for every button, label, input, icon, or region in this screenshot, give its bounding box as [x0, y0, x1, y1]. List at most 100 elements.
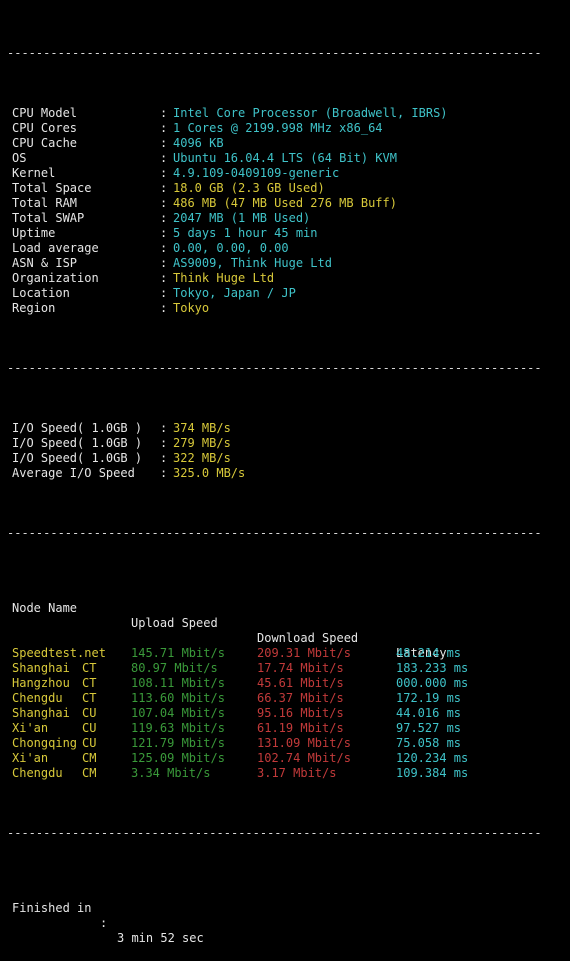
info-label: Total SWAP [12, 211, 85, 225]
io-colon: : [160, 466, 168, 480]
system-info-row: Total Space:18.0 GB (2.3 GB Used) [0, 181, 570, 196]
speedtest-row: Chengdu CT 113.60 Mbit/s 66.37 Mbit/s 172.19… [0, 691, 570, 706]
speedtest-row: Xi'an CM 125.09 Mbit/s 102.74 Mbit/s 120.234… [0, 751, 570, 766]
info-label: Total Space [12, 181, 92, 195]
io-label: I/O Speed( 1.0GB ) [12, 436, 143, 450]
system-info-row: Kernel:4.9.109-0409109-generic [0, 166, 570, 181]
info-colon: : [160, 211, 168, 225]
io-speed-row: I/O Speed( 1.0GB ):279 MB/s [0, 436, 570, 451]
upload-speed: 125.09 Mbit/s [131, 751, 225, 765]
info-value: 4096 KB [173, 136, 224, 150]
node-isp: CU [82, 721, 97, 735]
download-speed: 102.74 Mbit/s [257, 751, 351, 765]
finished-colon: : [100, 916, 108, 930]
io-speed-section: I/O Speed( 1.0GB ):374 MB/s I/O Speed( 1.… [0, 421, 570, 481]
download-speed: 17.74 Mbit/s [257, 661, 344, 675]
speedtest-row: Hangzhou CT 108.11 Mbit/s 45.61 Mbit/s 000.0… [0, 676, 570, 691]
speedtest-row: Shanghai CT 80.97 Mbit/s 17.74 Mbit/s 183.23… [0, 661, 570, 676]
io-value: 279 MB/s [173, 436, 231, 450]
node-name: Hangzhou [12, 676, 70, 690]
download-speed: 3.17 Mbit/s [257, 766, 337, 780]
info-colon: : [160, 226, 168, 240]
info-label: Uptime [12, 226, 56, 240]
io-value: 322 MB/s [173, 451, 231, 465]
speedtest-header-row: Node Name Upload Speed Download Speed La… [0, 586, 570, 660]
info-colon: : [160, 271, 168, 285]
node-isp: CU [82, 736, 97, 750]
speedtest-table: Speedtest.net 145.71 Mbit/s 209.31 Mbit/s 4… [0, 646, 570, 781]
info-value: 0.00, 0.00, 0.00 [173, 241, 289, 255]
separator-line: ----------------------------------------… [7, 526, 542, 540]
system-info-section: CPU Model: Intel Core Processor (Broadwel… [0, 106, 570, 316]
separator-line: ----------------------------------------… [7, 361, 542, 375]
node-isp: CU [82, 706, 97, 720]
latency: 48.214 ms [396, 646, 462, 660]
download-speed: 66.37 Mbit/s [257, 691, 344, 705]
io-label: I/O Speed( 1.0GB ) [12, 451, 143, 465]
speedtest-row: Speedtest.net 145.71 Mbit/s 209.31 Mbit/s 4… [0, 646, 570, 661]
node-name: Shanghai [12, 661, 70, 675]
info-label: Organization [12, 271, 99, 285]
io-speed-row: I/O Speed( 1.0GB ):322 MB/s [0, 451, 570, 466]
system-info-row: CPU Model: Intel Core Processor (Broadwel… [0, 106, 570, 121]
speedtest-row: Shanghai CU 107.04 Mbit/s 95.16 Mbit/s 44.01… [0, 706, 570, 721]
io-value: 374 MB/s [173, 421, 231, 435]
download-speed: 61.19 Mbit/s [257, 721, 344, 735]
download-speed: 45.61 Mbit/s [257, 676, 344, 690]
node-isp: CM [82, 751, 97, 765]
info-label: CPU Cores [12, 121, 78, 135]
node-name: Shanghai [12, 706, 70, 720]
info-colon: : [160, 256, 168, 270]
node-name: Xi'an [12, 751, 49, 765]
io-colon: : [160, 451, 168, 465]
info-colon: : [160, 121, 168, 135]
speedtest-row: Chongqing CU 121.79 Mbit/s 131.09 Mbit/s 75.… [0, 736, 570, 751]
system-info-row: CPU Cache:4096 KB [0, 136, 570, 151]
system-info-row: Uptime:5 days 1 hour 45 min [0, 226, 570, 241]
info-colon: : [160, 106, 168, 120]
io-colon: : [160, 421, 168, 435]
upload-speed: 107.04 Mbit/s [131, 706, 225, 720]
io-label: I/O Speed( 1.0GB ) [12, 421, 143, 435]
speedtest-row: Chengdu CM 3.34 Mbit/s 3.17 Mbit/s 109.384 m… [0, 766, 570, 781]
info-colon: : [160, 196, 168, 210]
upload-speed: 108.11 Mbit/s [131, 676, 225, 690]
node-name: Chengdu [12, 691, 63, 705]
info-value: 486 MB (47 MB Used 276 MB Buff) [173, 196, 397, 210]
speedtest-row: Xi'an CU 119.63 Mbit/s 61.19 Mbit/s 97.527 m… [0, 721, 570, 736]
info-label: Kernel [12, 166, 56, 180]
info-label: CPU Cache [12, 136, 78, 150]
upload-speed: 113.60 Mbit/s [131, 691, 225, 705]
system-info-row: Organization: Think Huge Ltd [0, 271, 570, 286]
io-label: Average I/O Speed [12, 466, 135, 480]
info-colon: : [160, 286, 168, 300]
finished-line: Finished in : 3 min 52 sec [0, 886, 570, 945]
download-speed: 95.16 Mbit/s [257, 706, 344, 720]
node-isp: CM [82, 766, 97, 780]
latency: 172.19 ms [396, 691, 462, 705]
download-speed: 131.09 Mbit/s [257, 736, 351, 750]
node-name: Chengdu [12, 766, 63, 780]
system-info-row: ASN & ISP: AS9009, Think Huge Ltd [0, 256, 570, 271]
latency: 109.384 ms [396, 766, 469, 780]
header-node-name: Node Name [12, 601, 78, 615]
info-value: AS9009, Think Huge Ltd [173, 256, 332, 270]
info-value: 4.9.109-0409109-generic [173, 166, 340, 180]
latency: 120.234 ms [396, 751, 469, 765]
node-isp: CT [82, 661, 97, 675]
io-speed-row: I/O Speed( 1.0GB ):374 MB/s [0, 421, 570, 436]
info-label: CPU Model [12, 106, 78, 120]
separator-line: ----------------------------------------… [7, 46, 542, 60]
finished-value: 3 min 52 sec [117, 931, 204, 945]
latency: 97.527 ms [396, 721, 462, 735]
node-name: Xi'an [12, 721, 49, 735]
info-label: Total RAM [12, 196, 78, 210]
info-colon: : [160, 301, 168, 315]
node-name: Speedtest.net [12, 646, 106, 660]
system-info-row: Total RAM:486 MB (47 MB Used 276 MB Buff… [0, 196, 570, 211]
io-colon: : [160, 436, 168, 450]
latency: 44.016 ms [396, 706, 462, 720]
header-download-speed: Download Speed [257, 631, 359, 645]
upload-speed: 121.79 Mbit/s [131, 736, 225, 750]
